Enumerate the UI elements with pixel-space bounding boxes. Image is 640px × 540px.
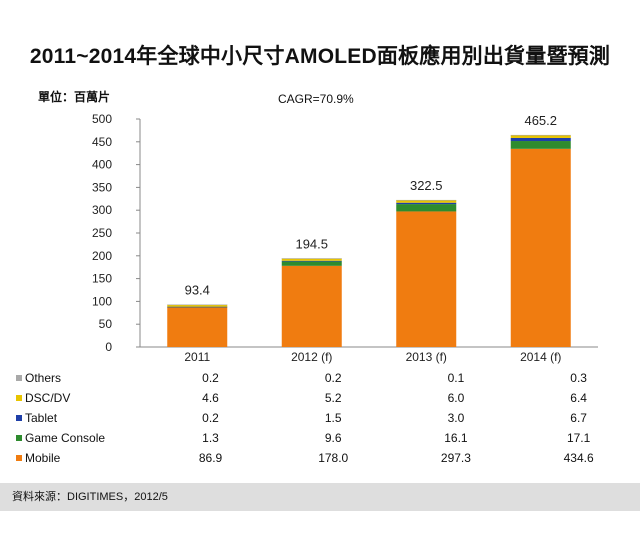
legend-label: Others [14,368,149,388]
table-cell: 297.3 [440,451,471,465]
table-cell: 0.2 [202,411,219,425]
table-cell: 434.6 [563,451,594,465]
bar-segment-mobile [167,307,228,347]
legend-label: DSC/DV [14,388,149,408]
bar-segment-others [396,199,457,201]
bar-segment-tablet [281,260,342,262]
bar-segment-game-console [396,204,457,212]
y-tick-label: 400 [92,158,112,172]
data-table: Others 0.2 0.2 0.1 0.3 DSC/DV 4.6 5.2 6.0 6.4 Tabl… [14,368,640,468]
table-row-dsc-dv: DSC/DV 4.6 5.2 6.0 6.4 [14,388,640,408]
table-cell: 0.3 [570,371,587,385]
table-cell: 4.6 [202,391,219,405]
bar-segment-others [281,258,342,259]
x-category-label: 2012 (f) [291,350,332,364]
legend-swatch-icon [16,375,22,382]
table-cell: 9.6 [324,431,342,445]
y-tick-label: 500 [92,112,112,126]
table-cell: 6.7 [570,411,587,425]
table-cell: 1.3 [202,431,219,445]
legend-swatch-icon [16,415,22,422]
bar-segment-game-console [510,141,571,149]
unit-label: 單位：百萬片 [38,90,111,104]
table-cell: 86.9 [198,451,223,465]
legend-swatch-icon [16,455,22,462]
bar-segment-dsc-dv [167,304,228,307]
table-cell: 0.1 [447,371,465,385]
legend-swatch-icon [16,435,22,442]
bar-segment-dsc-dv [281,258,342,261]
bar-segment-others [510,134,571,136]
x-category-label: 2011 [184,350,210,364]
bar-segment-mobile [281,265,342,347]
y-tick-label: 50 [99,317,113,331]
bar-segment-game-console [281,261,342,266]
table-row-mobile: Mobile 86.9 178.0 297.3 434.6 [14,448,640,468]
bar-segment-dsc-dv [510,135,571,138]
y-tick-label: 450 [92,135,112,149]
table-cell: 178.0 [318,451,349,465]
bar-segment-mobile [510,148,571,347]
bar-segment-mobile [396,211,457,347]
y-tick-label: 200 [92,249,112,263]
bar-segment-tablet [167,306,228,308]
bar-segment-tablet [396,202,457,205]
source-text: 資料來源：DIGITIMES，2012/5 [12,491,168,503]
table-cell: 6.4 [570,391,587,405]
legend-label: Tablet [14,408,149,428]
stacked-bar-plot: 0 50 100 150 200 250 300 350 400 450 500 93.4 2011 19… [92,112,598,364]
table-cell: 5.2 [324,391,342,405]
source-footer: 資料來源：DIGITIMES，2012/5 [0,483,640,511]
bar-total-label: 194.5 [295,236,328,251]
table-row-game-console: Game Console 1.3 9.6 16.1 17.1 [14,428,640,448]
table-cell: 6.0 [447,391,465,405]
x-category-label: 2013 (f) [406,350,447,364]
bar-total-label: 322.5 [410,178,443,193]
cagr-label: CAGR=70.9% [278,92,354,106]
y-tick-label: 250 [92,226,112,240]
bar-segment-tablet [510,137,571,142]
table-cell: 16.1 [444,431,468,445]
table-row-tablet: Tablet 0.2 1.5 3.0 6.7 [14,408,640,428]
table-cell: 0.2 [202,371,219,385]
y-tick-label: 350 [92,180,112,194]
y-tick-label: 0 [105,340,112,354]
y-tick-label: 300 [92,203,112,217]
legend-swatch-icon [16,395,22,402]
legend-label: Mobile [14,448,149,468]
table-row-others: Others 0.2 0.2 0.1 0.3 [14,368,640,388]
bar-segment-others [167,304,228,306]
table-cell: 3.0 [447,411,465,425]
table-cell: 0.2 [324,371,342,385]
y-tick-label: 100 [92,294,112,308]
bar-segment-dsc-dv [396,199,457,203]
chart-title: 2011~2014年全球中小尺寸AMOLED面板應用別出貨量暨預測 [29,45,611,68]
legend-label: Game Console [14,428,149,448]
x-category-label: 2014 (f) [520,350,561,364]
bar-total-label: 93.4 [185,283,210,298]
y-tick-label: 150 [92,272,112,286]
table-cell: 1.5 [324,411,342,425]
table-cell: 17.1 [566,431,591,445]
bar-total-label: 465.2 [524,113,557,128]
